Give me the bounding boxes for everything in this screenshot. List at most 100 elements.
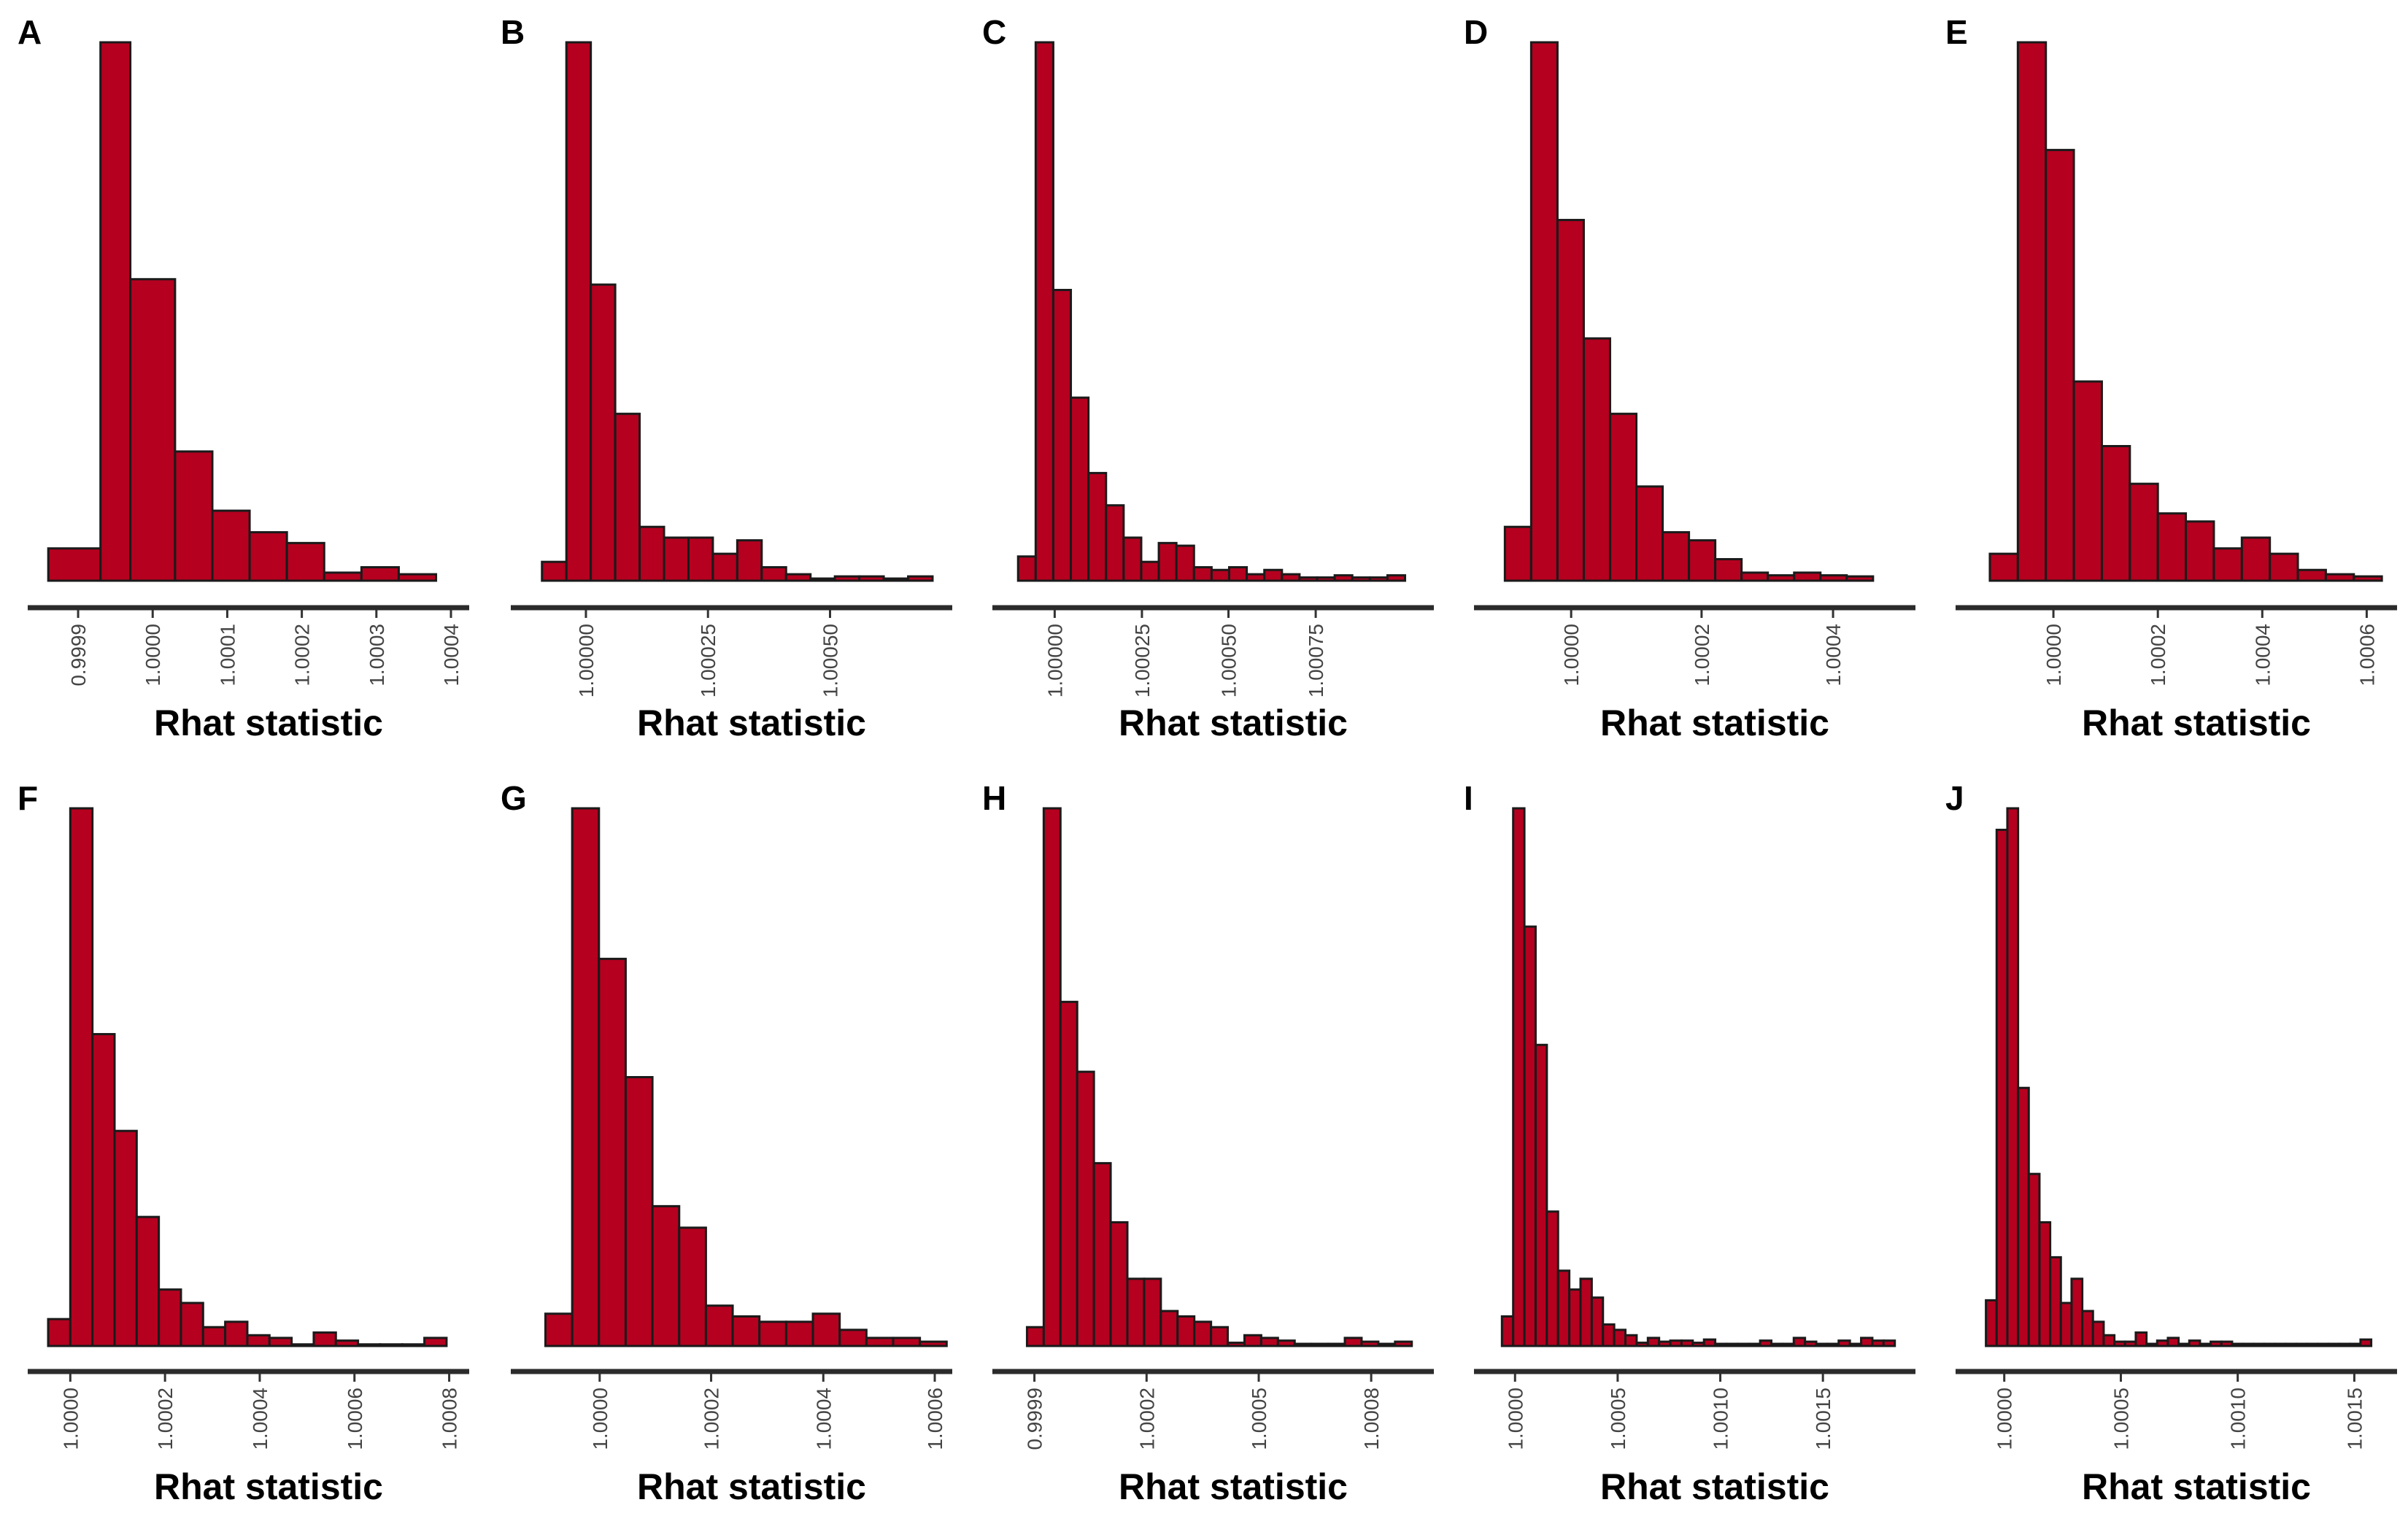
histogram-bar [360, 566, 400, 582]
histogram-bar [2327, 1342, 2341, 1347]
histogram-bar [1702, 1338, 1717, 1347]
histogram-bar [312, 1331, 337, 1347]
histogram-bar [1227, 566, 1249, 582]
histogram-bar [69, 807, 94, 1347]
histogram-bar [158, 1288, 182, 1347]
histogram-bar [1310, 1342, 1330, 1347]
x-tick-label: 1.0006 [344, 1388, 366, 1450]
histogram-bar [1246, 573, 1266, 582]
histogram-bar [135, 1215, 161, 1347]
histogram-bar [1327, 1342, 1346, 1347]
histogram-bar [590, 283, 617, 582]
x-axis-title: Rhat statistic [1600, 1466, 1829, 1507]
histogram-bar [1281, 573, 1301, 582]
histogram-bar [1333, 574, 1354, 582]
histogram-bar [2145, 1342, 2158, 1347]
panel-d: D 1.0000 1.0002 1.0004 Rhat statistic [1464, 13, 1915, 743]
histogram-bar [290, 1343, 315, 1347]
histogram-bar [1995, 828, 2009, 1347]
histogram-bar [1602, 1323, 1616, 1347]
histogram-bar [1176, 1315, 1196, 1347]
histogram-bar [1658, 1340, 1672, 1347]
histogram-bar [1556, 1269, 1571, 1347]
histogram-bar [1051, 288, 1073, 582]
histogram-bar [2274, 1342, 2287, 1347]
histogram-bar [1662, 531, 1691, 582]
histogram-bar [2240, 536, 2272, 582]
x-axis-title: Rhat statistic [154, 703, 383, 743]
histogram-bar [571, 807, 601, 1347]
x-tick-label: 1.0002 [701, 1388, 723, 1450]
histogram-bar [1792, 1336, 1807, 1347]
histogram-bar [2045, 149, 2075, 582]
histogram-bar [2324, 573, 2355, 582]
x-tick-label: 1.0000 [1560, 624, 1583, 686]
histogram-bar [1635, 485, 1664, 582]
histogram-bar [2210, 1340, 2223, 1347]
histogram-bar [1243, 1334, 1262, 1347]
histogram-bar [211, 509, 251, 582]
histogram-bar [2156, 1339, 2169, 1347]
histogram-bar [2070, 1277, 2084, 1347]
histogram-bar [1545, 1210, 1559, 1347]
panel-h: H 0.9999 1.0002 1.0005 1.0008 Rhat statistic [982, 779, 1434, 1507]
histogram-bar [1582, 337, 1611, 582]
histogram-bar [1781, 1342, 1795, 1347]
histogram-bar [1985, 1299, 1998, 1347]
panel-c: C 1.00000 1.00025 1.00050 1.00075 Rhat statis… [982, 13, 1434, 743]
histogram-bar [892, 1336, 922, 1347]
histogram-bar [1988, 552, 2019, 582]
x-axis-title: Rhat statistic [2082, 703, 2311, 743]
histogram-bar [180, 1301, 204, 1347]
histogram-bar [1193, 1320, 1213, 1347]
histogram-bar [2027, 1172, 2041, 1347]
x-tick-label: 1.0004 [440, 624, 463, 686]
x-tick-label: 1.0000 [59, 1388, 82, 1450]
histogram-bar [423, 1336, 448, 1347]
x-tick-label: 1.00075 [1305, 624, 1327, 697]
histogram-bar [1016, 555, 1037, 582]
x-tick-label: 1.0008 [439, 1388, 461, 1450]
histogram-bar [833, 575, 861, 582]
histogram-bar [268, 1336, 293, 1347]
histogram-bar [1748, 1342, 1761, 1347]
histogram-bar [246, 1334, 271, 1347]
histogram-bar [760, 566, 787, 582]
x-tick-label: 1.0015 [1812, 1388, 1834, 1450]
panel-b: B 1.00000 1.00025 1.00050 Rhat statistic [501, 13, 952, 743]
histogram-bar [2017, 1086, 2030, 1347]
histogram-bar [91, 1033, 116, 1347]
histogram-bar [2081, 1309, 2094, 1347]
x-tick-label: 1.0015 [2343, 1388, 2366, 1450]
histogram-bar [1076, 1070, 1095, 1347]
histogram-bar [1503, 525, 1532, 582]
x-tick-label: 1.00025 [697, 624, 719, 697]
histogram-bar [1092, 1161, 1112, 1347]
histogram-bar [865, 1336, 895, 1347]
x-tick-label: 1.00050 [819, 624, 842, 697]
histogram-bar [598, 957, 627, 1347]
histogram-bar [1175, 544, 1195, 582]
x-axis-title: Rhat statistic [637, 703, 866, 743]
histogram-bar [2269, 552, 2299, 582]
histogram-bar [2129, 482, 2159, 582]
histogram-bar [2156, 512, 2188, 582]
histogram-bar [731, 1315, 761, 1347]
x-tick-label: 1.0002 [291, 624, 314, 686]
x-tick-label: 1.0004 [812, 1388, 835, 1450]
x-tick-label: 1.0004 [1822, 624, 1845, 686]
histogram-bar [1714, 557, 1743, 582]
histogram-bar [1263, 568, 1284, 582]
x-tick-label: 1.0005 [1607, 1388, 1629, 1450]
histogram-bar [401, 1343, 426, 1347]
x-tick-label: 1.0004 [249, 1388, 271, 1450]
panel-letter: B [501, 13, 525, 51]
histogram-bar [784, 573, 812, 582]
x-tick-label: 1.0010 [1710, 1388, 1732, 1450]
panel-g: G 1.0000 1.0002 1.0004 1.0006 Rhat statistic [501, 779, 952, 1507]
histogram-bar [1259, 1336, 1279, 1347]
histogram-bar [2316, 1342, 2330, 1347]
histogram-bar [1368, 576, 1389, 582]
histogram-bar [1680, 1339, 1694, 1347]
histogram-bar [1140, 560, 1160, 582]
